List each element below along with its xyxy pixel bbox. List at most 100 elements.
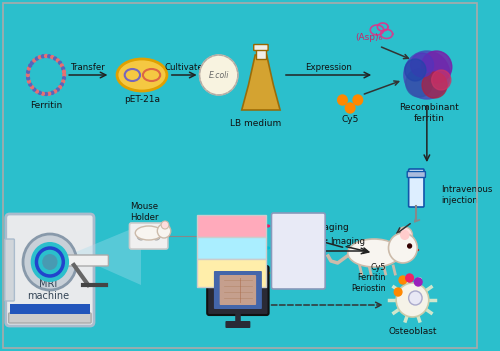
Text: Transfer: Transfer [71,62,106,72]
Ellipse shape [136,226,162,240]
FancyBboxPatch shape [10,304,90,314]
FancyBboxPatch shape [214,271,262,309]
Text: Screen: Screen [222,256,254,265]
Text: LB medium: LB medium [230,119,281,127]
Circle shape [30,242,69,282]
Circle shape [158,224,170,238]
Circle shape [54,57,56,60]
FancyBboxPatch shape [44,255,108,266]
Circle shape [30,86,34,89]
FancyBboxPatch shape [5,239,15,301]
Circle shape [405,59,426,81]
Circle shape [58,61,61,64]
FancyBboxPatch shape [8,313,91,323]
Circle shape [28,80,30,83]
Circle shape [30,61,34,64]
FancyBboxPatch shape [6,214,94,326]
Text: Cy5
Ferritin
Periostin: Cy5 Ferritin Periostin [351,263,386,293]
Text: Imaging: Imaging [312,224,350,232]
Text: Imaging: Imaging [330,237,364,245]
Circle shape [63,73,66,77]
Circle shape [44,93,48,95]
FancyBboxPatch shape [272,213,325,289]
Circle shape [56,59,59,62]
FancyBboxPatch shape [408,169,424,207]
Circle shape [29,64,32,67]
Ellipse shape [348,239,401,267]
Circle shape [60,83,64,86]
Circle shape [410,53,434,77]
Circle shape [42,55,44,58]
Circle shape [36,90,38,93]
Circle shape [23,234,76,290]
Circle shape [399,276,406,284]
FancyBboxPatch shape [256,49,266,59]
Text: Recombinant
ferritin: Recombinant ferritin [399,103,458,123]
Circle shape [26,73,30,77]
Text: pET-21a: pET-21a [124,95,160,105]
Circle shape [38,91,41,94]
Circle shape [36,57,38,60]
Circle shape [422,72,447,98]
Text: Intravenous
injection: Intravenous injection [442,185,492,205]
Circle shape [406,69,432,97]
Polygon shape [242,55,280,110]
Ellipse shape [117,59,167,91]
Circle shape [33,88,36,91]
Text: Cy5: Cy5 [342,115,359,125]
Circle shape [48,55,50,58]
Circle shape [394,288,402,296]
Text: Detector: Detector [212,221,250,231]
Text: Water pump: Water pump [204,244,258,252]
Circle shape [421,51,452,83]
Text: Expression: Expression [304,62,352,72]
FancyBboxPatch shape [254,45,268,51]
Polygon shape [71,225,141,285]
Circle shape [42,254,58,270]
Text: Osteoblast: Osteoblast [388,327,436,337]
FancyBboxPatch shape [196,215,266,237]
Circle shape [42,92,44,95]
FancyBboxPatch shape [226,321,250,328]
Circle shape [51,56,54,59]
Circle shape [58,86,61,89]
Circle shape [44,54,48,58]
Circle shape [26,77,30,80]
Circle shape [152,232,160,240]
FancyBboxPatch shape [196,237,266,259]
Circle shape [29,83,32,86]
Circle shape [33,59,36,62]
Circle shape [388,233,418,263]
Circle shape [62,80,64,83]
FancyBboxPatch shape [196,259,266,287]
Text: Mouse
Holder: Mouse Holder [130,202,158,222]
FancyBboxPatch shape [130,223,168,249]
Circle shape [62,77,66,80]
Circle shape [62,67,64,70]
Circle shape [48,92,50,95]
Circle shape [161,221,169,229]
Circle shape [26,70,30,73]
Circle shape [414,278,422,286]
Text: Odorant
valves: Odorant valves [214,263,248,283]
Circle shape [432,70,451,90]
Text: Micro-
controlling
unit: Micro- controlling unit [276,236,321,266]
Circle shape [56,88,59,91]
Circle shape [396,283,429,317]
Circle shape [28,67,30,70]
Circle shape [137,232,145,240]
Circle shape [406,274,413,282]
Circle shape [353,95,362,105]
FancyBboxPatch shape [407,172,426,178]
Circle shape [200,55,238,95]
FancyBboxPatch shape [220,275,256,305]
Circle shape [397,227,412,243]
Circle shape [51,91,54,94]
Text: Ferritin: Ferritin [30,100,62,110]
Text: MRI
machine: MRI machine [27,279,69,301]
Circle shape [346,103,355,113]
Circle shape [408,244,412,248]
Circle shape [400,230,409,240]
Text: (Asp)₆: (Asp)₆ [355,33,382,41]
Circle shape [60,64,64,67]
